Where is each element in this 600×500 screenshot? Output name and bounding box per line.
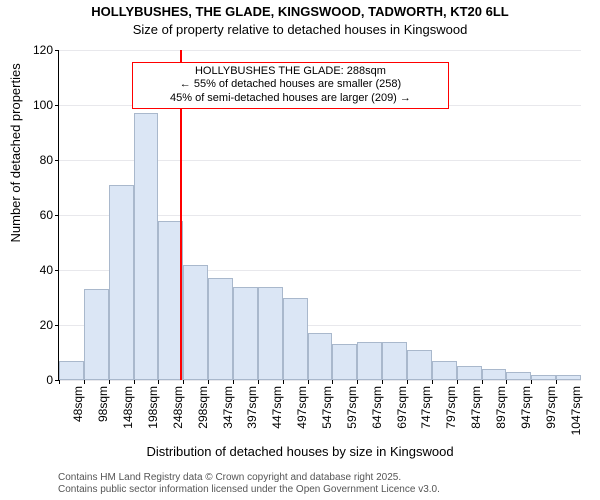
plot-area: 02040608010012048sqm98sqm148sqm198sqm248…: [58, 50, 581, 381]
attribution-line: Contains HM Land Registry data © Crown c…: [58, 472, 440, 484]
x-tick-label: 447sqm: [270, 386, 284, 429]
gridline: [59, 380, 581, 381]
x-tick-label: 647sqm: [370, 386, 384, 429]
chart-subtitle: Size of property relative to detached ho…: [0, 22, 600, 37]
bar: [332, 344, 357, 380]
bar: [308, 333, 333, 380]
x-tick-mark: [332, 380, 333, 384]
x-tick-mark: [556, 380, 557, 384]
y-tick-label: 60: [40, 208, 59, 222]
x-tick-mark: [158, 380, 159, 384]
x-tick-label: 48sqm: [71, 386, 85, 422]
bar: [382, 342, 407, 381]
x-tick-label: 847sqm: [469, 386, 483, 429]
x-tick-mark: [233, 380, 234, 384]
x-tick-label: 98sqm: [96, 386, 110, 422]
bar: [258, 287, 283, 381]
annotation-box: HOLLYBUSHES THE GLADE: 288sqm ← 55% of d…: [132, 62, 449, 109]
x-tick-mark: [109, 380, 110, 384]
bar: [457, 366, 482, 380]
bar: [84, 289, 109, 380]
x-tick-mark: [84, 380, 85, 384]
attribution: Contains HM Land Registry data © Crown c…: [58, 472, 440, 496]
gridline: [59, 50, 581, 51]
x-tick-label: 897sqm: [494, 386, 508, 429]
x-tick-label: 397sqm: [245, 386, 259, 429]
x-tick-label: 1047sqm: [569, 386, 583, 435]
x-tick-label: 997sqm: [544, 386, 558, 429]
x-tick-mark: [531, 380, 532, 384]
bar: [233, 287, 258, 381]
x-tick-mark: [208, 380, 209, 384]
bar: [109, 185, 134, 380]
y-axis-label: Number of detached properties: [8, 63, 23, 242]
x-tick-mark: [183, 380, 184, 384]
bar: [134, 113, 159, 380]
x-tick-mark: [357, 380, 358, 384]
annotation-line: HOLLYBUSHES THE GLADE: 288sqm: [139, 65, 442, 79]
x-axis-label: Distribution of detached houses by size …: [0, 444, 600, 459]
y-tick-label: 0: [46, 373, 59, 387]
x-tick-label: 198sqm: [146, 386, 160, 429]
bar: [357, 342, 382, 381]
x-tick-mark: [283, 380, 284, 384]
chart-title: HOLLYBUSHES, THE GLADE, KINGSWOOD, TADWO…: [0, 4, 600, 19]
x-tick-label: 248sqm: [171, 386, 185, 429]
x-tick-label: 547sqm: [320, 386, 334, 429]
attribution-line: Contains public sector information licen…: [58, 484, 440, 496]
bar: [506, 372, 531, 380]
bar: [283, 298, 308, 381]
y-tick-label: 80: [40, 153, 59, 167]
bar: [407, 350, 432, 380]
annotation-line: ← 55% of detached houses are smaller (25…: [139, 78, 442, 92]
y-tick-label: 20: [40, 318, 59, 332]
y-tick-label: 100: [33, 98, 59, 112]
x-tick-label: 747sqm: [419, 386, 433, 429]
bar: [208, 278, 233, 380]
x-tick-mark: [59, 380, 60, 384]
y-tick-label: 40: [40, 263, 59, 277]
x-tick-mark: [432, 380, 433, 384]
x-tick-mark: [308, 380, 309, 384]
x-tick-label: 497sqm: [295, 386, 309, 429]
x-tick-label: 148sqm: [121, 386, 135, 429]
x-tick-mark: [457, 380, 458, 384]
x-tick-mark: [407, 380, 408, 384]
x-tick-mark: [506, 380, 507, 384]
y-tick-label: 120: [33, 43, 59, 57]
bar: [556, 375, 581, 381]
x-tick-label: 697sqm: [395, 386, 409, 429]
x-tick-mark: [134, 380, 135, 384]
x-tick-mark: [258, 380, 259, 384]
x-tick-mark: [482, 380, 483, 384]
bar: [59, 361, 84, 380]
bar: [183, 265, 208, 381]
annotation-line: 45% of semi-detached houses are larger (…: [139, 92, 442, 106]
x-tick-label: 347sqm: [221, 386, 235, 429]
bar: [482, 369, 507, 380]
x-tick-label: 797sqm: [444, 386, 458, 429]
x-tick-mark: [382, 380, 383, 384]
x-tick-label: 298sqm: [196, 386, 210, 429]
x-tick-label: 597sqm: [345, 386, 359, 429]
x-tick-label: 947sqm: [519, 386, 533, 429]
bar: [531, 375, 556, 381]
chart-container: { "title": "HOLLYBUSHES, THE GLADE, KING…: [0, 0, 600, 500]
bar: [432, 361, 457, 380]
